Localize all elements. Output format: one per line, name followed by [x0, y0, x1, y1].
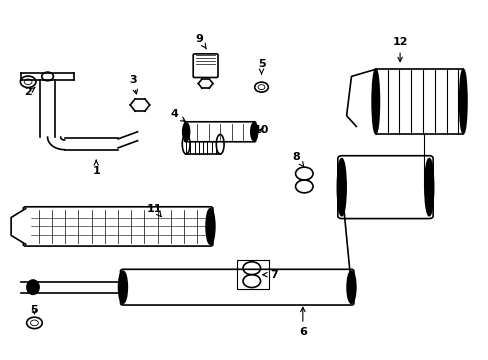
Text: 1: 1: [92, 160, 100, 176]
FancyBboxPatch shape: [337, 156, 432, 219]
Text: 10: 10: [253, 125, 269, 135]
Ellipse shape: [459, 69, 466, 134]
Ellipse shape: [424, 158, 433, 216]
Ellipse shape: [250, 123, 257, 141]
Text: 11: 11: [146, 203, 162, 217]
FancyBboxPatch shape: [120, 269, 353, 305]
Polygon shape: [11, 208, 26, 244]
Text: 8: 8: [292, 152, 303, 167]
FancyBboxPatch shape: [23, 207, 212, 246]
Text: 4: 4: [170, 109, 185, 121]
Text: 3: 3: [129, 75, 137, 94]
Text: 5: 5: [257, 59, 265, 75]
Text: 6: 6: [298, 307, 306, 337]
Ellipse shape: [337, 158, 346, 216]
Text: 12: 12: [391, 37, 407, 62]
Text: 7: 7: [262, 270, 277, 280]
Ellipse shape: [118, 271, 127, 303]
Text: 2: 2: [24, 87, 35, 98]
Text: 9: 9: [195, 34, 206, 49]
Ellipse shape: [371, 69, 379, 134]
Ellipse shape: [27, 280, 39, 294]
FancyBboxPatch shape: [193, 54, 218, 77]
Ellipse shape: [346, 271, 355, 303]
Ellipse shape: [183, 123, 189, 141]
Ellipse shape: [205, 208, 214, 244]
FancyBboxPatch shape: [184, 122, 255, 142]
Text: 5: 5: [31, 305, 38, 315]
